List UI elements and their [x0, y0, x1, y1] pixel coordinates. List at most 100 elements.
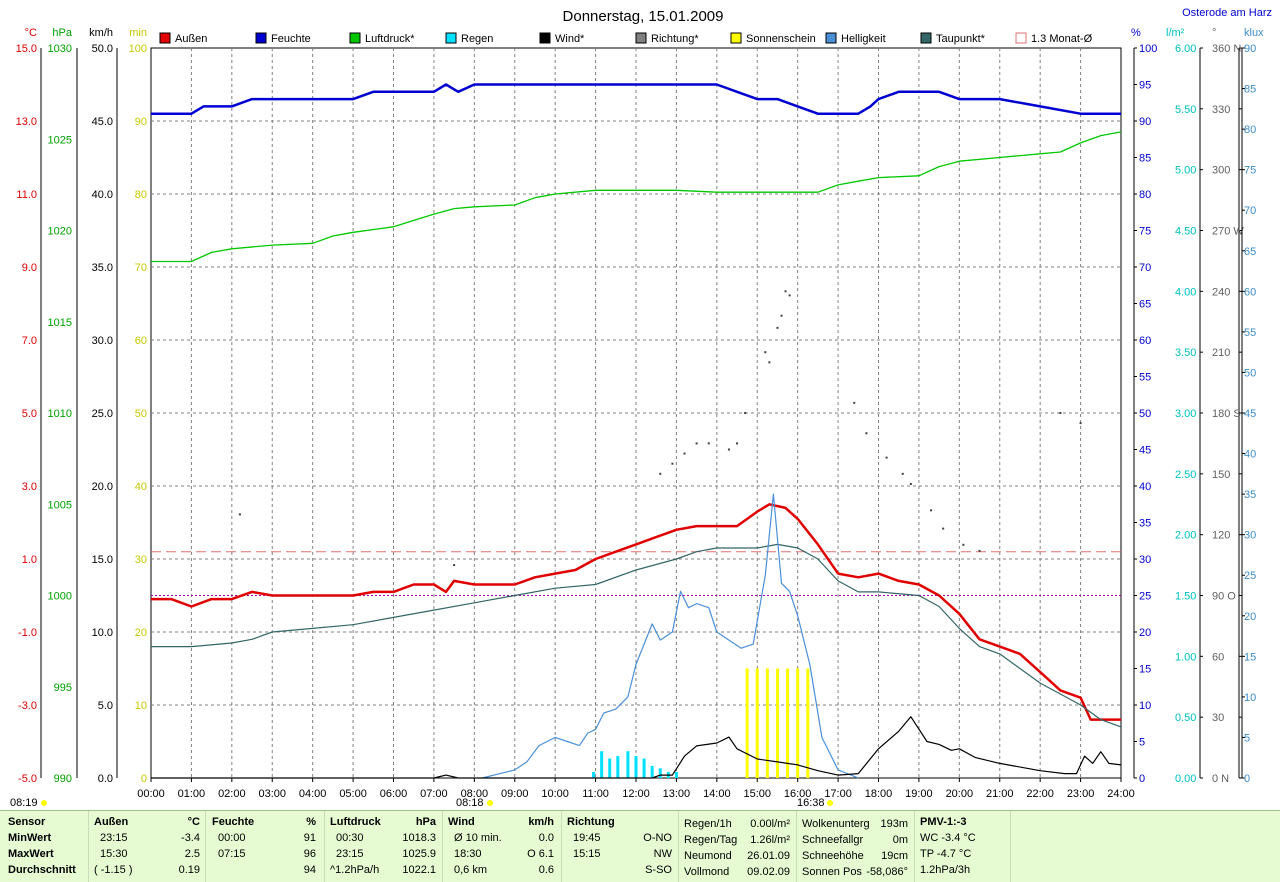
pressure-unit-label: hPa: [52, 27, 72, 39]
direction-dot: [930, 509, 933, 512]
direction-unit-label: °: [1212, 27, 1216, 39]
sun-times: 08:19 08:18 16:38: [10, 797, 833, 809]
direction-dot: [764, 351, 767, 354]
right-axes: 1009590858075706560555045403530252015105…: [1133, 43, 1256, 785]
lux-tick-label: 15: [1244, 651, 1256, 663]
humidity-tick-label: 20: [1139, 627, 1151, 639]
series-line-taupunkt: [151, 543, 1122, 728]
direction-dot: [942, 527, 945, 530]
x-tick-label: 01:00: [178, 788, 206, 800]
sunshine-bar: [765, 668, 769, 778]
x-tick-label: 16:00: [784, 788, 812, 800]
line-series: [151, 83, 1122, 779]
wind-tick-label: 30.0: [92, 335, 113, 347]
feuchte-max-value: 96: [303, 848, 316, 860]
rain-bar: [658, 768, 662, 778]
chart-legend: Außen Feuchte Luftdruck* Regen Wind* Richtung…: [159, 32, 1093, 45]
x-tick-label: 23:00: [1067, 788, 1095, 800]
location-label: Osterode am Harz: [1182, 7, 1272, 19]
humidity-tick-label: 30: [1139, 554, 1151, 566]
humidity-tick-label: 45: [1139, 445, 1151, 457]
lux-tick-label: 80: [1244, 124, 1256, 136]
series-line-helligkeit: [482, 493, 859, 779]
sunrise-marker: [41, 800, 47, 806]
aussen-min-value: -3.4: [181, 832, 200, 844]
direction-dot: [776, 326, 779, 329]
series-line-wind: [151, 716, 1122, 779]
direction-dot: [238, 513, 241, 516]
x-tick-label: 20:00: [946, 788, 974, 800]
minutes-tick-label: 80: [135, 189, 147, 201]
wind-min-value: 0.0: [538, 832, 554, 844]
pmv-trend: 1.2hPa/3h: [920, 864, 971, 876]
wind-tick-label: 10.0: [92, 627, 113, 639]
legend-swatch: [159, 32, 171, 44]
row-label-min: MinWert: [8, 832, 52, 844]
rain-tick-label: 5.50: [1175, 104, 1196, 116]
x-tick-label: 06:00: [380, 788, 408, 800]
direction-dot: [707, 442, 710, 445]
temp-tick-label: 9.0: [22, 262, 37, 274]
humidity-tick-label: 0: [1139, 773, 1145, 785]
direction-dot: [744, 412, 747, 414]
legend-label: Richtung*: [651, 33, 699, 45]
rain-tick-label: 2.00: [1175, 530, 1196, 542]
series-line-luftdruck: [151, 131, 1122, 263]
minutes-tick-label: 40: [135, 481, 147, 493]
direction-dot: [768, 361, 771, 364]
x-tick-label: 12:00: [622, 788, 650, 800]
luftdruck-unit: hPa: [415, 816, 436, 828]
aussen-avg-note: ( -1.15 ): [94, 864, 133, 876]
direction-dot: [659, 472, 662, 475]
sunshine-bar: [745, 668, 749, 778]
humidity-tick-label: 25: [1139, 591, 1151, 603]
direction-dot: [780, 314, 783, 317]
humidity-tick-label: 65: [1139, 299, 1151, 311]
legend-swatch: [920, 32, 932, 44]
rain-tick-label: 6.00: [1175, 43, 1196, 55]
direction-tick-label: 240: [1212, 286, 1230, 298]
pmv-windchill: WC -3.4 °C: [920, 832, 976, 844]
legend-label: Helligkeit: [841, 33, 886, 45]
direction-tick-label: 210: [1212, 347, 1230, 359]
rain-tick-label: 0.00: [1175, 773, 1196, 785]
legend-label: Feuchte: [271, 33, 311, 45]
neumond-value: 26.01.09: [747, 850, 790, 862]
sunshine-bar: [786, 668, 790, 778]
wind-max-value: O 6.1: [527, 848, 554, 860]
humidity-tick-label: 75: [1139, 226, 1151, 238]
grid-lines: [151, 48, 1121, 778]
feuchte-header: Feuchte: [212, 816, 255, 828]
vollmond-value: 09.02.09: [747, 866, 790, 878]
humidity-tick-label: 90: [1139, 116, 1151, 128]
direction-dot: [1079, 422, 1082, 425]
direction-dot: [865, 432, 868, 435]
x-tick-label: 15:00: [743, 788, 771, 800]
humidity-tick-label: 40: [1139, 481, 1151, 493]
richtung-header: Richtung: [567, 816, 615, 828]
rain-tick-label: 1.50: [1175, 591, 1196, 603]
x-tick-label: 13:00: [663, 788, 691, 800]
rain-bar: [650, 765, 654, 778]
pressure-tick-label: 1015: [48, 317, 72, 329]
rain-tick-label: 5.00: [1175, 165, 1196, 177]
pressure-tick-label: 1025: [48, 134, 72, 146]
wind-tick-label: 40.0: [92, 189, 113, 201]
vollmond-label: Vollmond: [684, 866, 730, 878]
humidity-tick-label: 95: [1139, 80, 1151, 92]
rain-bar: [600, 751, 604, 778]
sunset-marker: [827, 800, 833, 806]
direction-dot: [453, 564, 456, 567]
pressure-tick-label: 1010: [48, 408, 72, 420]
direction-dot: [1059, 412, 1062, 414]
wind-min-note: Ø 10 min.: [454, 832, 502, 844]
schneefallgr-value: 0m: [892, 834, 908, 846]
humidity-tick-label: 50: [1139, 408, 1151, 420]
direction-dot: [978, 549, 981, 552]
rain-tick-label: 2.50: [1175, 469, 1196, 481]
humidity-tick-label: 85: [1139, 153, 1151, 165]
x-tick-label: 10:00: [541, 788, 569, 800]
minutes-tick-label: 20: [135, 627, 147, 639]
lux-tick-label: 0: [1244, 773, 1250, 785]
x-tick-label: 24:00: [1107, 788, 1135, 800]
